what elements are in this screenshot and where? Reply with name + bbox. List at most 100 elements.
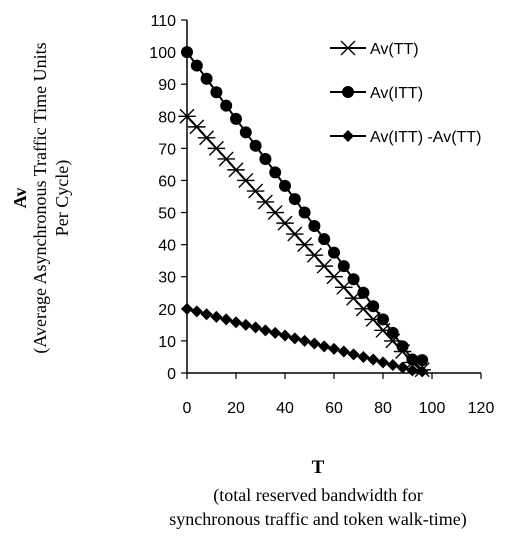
data-point-circle: [279, 179, 291, 192]
data-point-diamond: [279, 329, 291, 342]
y-tick-label: 100: [149, 45, 176, 62]
data-point-asterisk: [295, 237, 314, 253]
y-axis-label: Av (Average Asynchronous Traffic Time Un…: [10, 42, 73, 353]
data-point-circle: [259, 152, 272, 165]
data-point-diamond: [259, 324, 272, 337]
data-point-diamond: [396, 361, 409, 374]
series-1: [178, 108, 431, 378]
data-point-diamond: [377, 356, 389, 369]
data-point-asterisk: [286, 226, 304, 242]
y-tick-label: 0: [167, 366, 176, 383]
data-point-circle: [396, 340, 409, 353]
data-point-asterisk: [197, 130, 216, 146]
y-tick-label: 80: [158, 109, 176, 126]
y-axis-subtitle-line-1: (Average Asynchronous Traffic Time Units: [30, 42, 51, 353]
data-point-asterisk: [188, 119, 206, 135]
data-point-diamond: [288, 332, 301, 345]
legend-label: Av(ITT) -Av(TT): [370, 129, 481, 146]
data-point-asterisk: [237, 172, 255, 188]
y-tick-label: 40: [158, 238, 176, 255]
data-point-circle: [181, 46, 193, 59]
x-tick-label: 60: [325, 400, 343, 417]
data-point-diamond: [210, 310, 223, 323]
data-point-circle: [377, 313, 389, 326]
data-point-circle: [416, 354, 429, 367]
data-point-diamond: [249, 321, 262, 334]
data-point-asterisk: [305, 247, 324, 263]
data-point-circle: [220, 99, 233, 112]
data-point-diamond: [416, 365, 429, 378]
data-point-diamond: [367, 353, 380, 366]
data-point-asterisk: [217, 151, 235, 167]
legend-label: Av(ITT): [370, 85, 423, 102]
y-tick-label: 10: [158, 334, 176, 351]
data-point-diamond: [239, 318, 252, 331]
data-point-circle: [347, 273, 360, 286]
data-point-circle: [308, 220, 321, 233]
series-layer: [178, 46, 431, 378]
series-3: [181, 302, 429, 378]
y-axis-subtitle-line-2: Per Cycle): [52, 160, 73, 236]
data-point-circle: [318, 233, 331, 246]
x-tick-label: 20: [227, 400, 245, 417]
x-tick-label: 40: [276, 400, 294, 417]
data-point-diamond: [230, 316, 242, 329]
data-point-circle: [386, 326, 399, 339]
data-point-diamond: [406, 364, 419, 377]
data-point-asterisk: [256, 194, 275, 210]
data-point-circle: [230, 112, 242, 125]
data-point-diamond: [220, 313, 233, 326]
x-tick-label: 0: [183, 400, 192, 417]
x-ticks: 0 20 40 60 80 100 120: [183, 373, 495, 417]
data-point-asterisk: [339, 40, 357, 56]
data-point-circle: [249, 139, 262, 152]
data-point-asterisk: [276, 215, 294, 231]
data-point-asterisk: [315, 258, 333, 274]
legend-item: Av(TT): [330, 40, 419, 58]
legend-label: Av(TT): [370, 41, 419, 58]
data-point-diamond: [269, 326, 282, 339]
data-point-circle: [298, 206, 311, 219]
data-point-circle: [288, 193, 301, 206]
data-point-asterisk: [227, 162, 245, 178]
data-point-circle: [269, 166, 282, 179]
data-point-diamond: [386, 358, 399, 371]
data-point-asterisk: [266, 205, 284, 221]
data-point-diamond: [337, 345, 350, 358]
data-point-diamond: [347, 348, 360, 361]
data-point-asterisk: [325, 269, 343, 285]
y-tick-label: 30: [158, 270, 176, 287]
data-point-circle: [357, 286, 370, 299]
data-point-circle: [190, 59, 203, 72]
data-point-diamond: [200, 308, 213, 321]
y-tick-label: 50: [158, 206, 176, 223]
y-tick-label: 70: [158, 141, 176, 158]
series-2: [181, 46, 429, 367]
data-point-circle: [342, 86, 354, 98]
data-point-asterisk: [207, 140, 226, 156]
legend: Av(TT) Av(ITT) Av(ITT) -Av(TT): [330, 40, 481, 146]
x-axis-title: T: [312, 457, 325, 478]
x-tick-label: 100: [419, 400, 446, 417]
y-tick-label: 60: [158, 173, 176, 190]
y-tick-label: 90: [158, 77, 176, 94]
data-point-diamond: [181, 302, 193, 315]
data-point-asterisk: [335, 279, 353, 295]
data-point-diamond: [318, 340, 331, 353]
data-point-circle: [200, 72, 213, 85]
data-point-diamond: [308, 337, 321, 350]
legend-item: Av(ITT): [330, 85, 423, 102]
data-point-circle: [210, 86, 223, 99]
data-point-diamond: [357, 350, 370, 363]
legend-item: Av(ITT) -Av(TT): [330, 129, 481, 146]
data-point-circle: [239, 126, 252, 139]
y-axis-title: Av: [10, 188, 30, 209]
y-tick-label: 20: [158, 302, 176, 319]
data-point-circle: [328, 246, 340, 259]
data-point-circle: [337, 260, 350, 273]
x-tick-label: 120: [468, 400, 495, 417]
y-ticks: 0 10 20 30 40 50 60 70 80 90 100 110: [149, 13, 187, 383]
data-point-diamond: [342, 130, 354, 142]
data-point-diamond: [190, 305, 203, 318]
